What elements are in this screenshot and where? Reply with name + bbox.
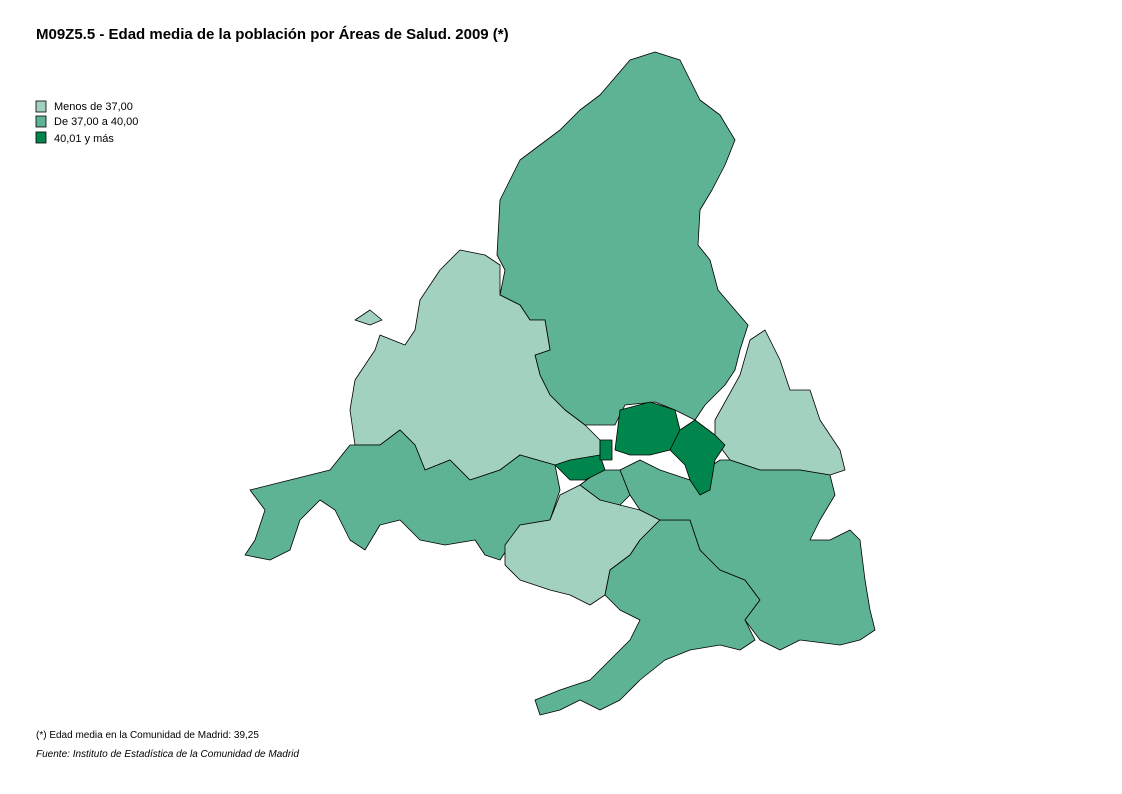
region: [354, 309, 383, 326]
legend-swatch: [35, 131, 47, 144]
region: [669, 419, 726, 496]
legend-label: Menos de 37,00: [54, 101, 133, 113]
footnote: (*) Edad media en la Comunidad de Madrid…: [36, 730, 259, 741]
map-title: M09Z5.5 - Edad media de la población por…: [36, 26, 509, 43]
legend-swatch: [35, 100, 47, 113]
legend: Menos de 37,00 De 37,00 a 40,00 40,01 y …: [35, 100, 138, 145]
region: [599, 439, 613, 461]
region: [619, 459, 876, 651]
regions: [244, 51, 876, 716]
legend-label: 40,01 y más: [54, 133, 114, 145]
source: Fuente: Instituto de Estadística de la C…: [36, 749, 299, 760]
region: [554, 454, 606, 481]
legend-label: De 37,00 a 40,00: [54, 116, 138, 128]
region: [614, 401, 681, 456]
legend-swatch: [35, 115, 47, 128]
